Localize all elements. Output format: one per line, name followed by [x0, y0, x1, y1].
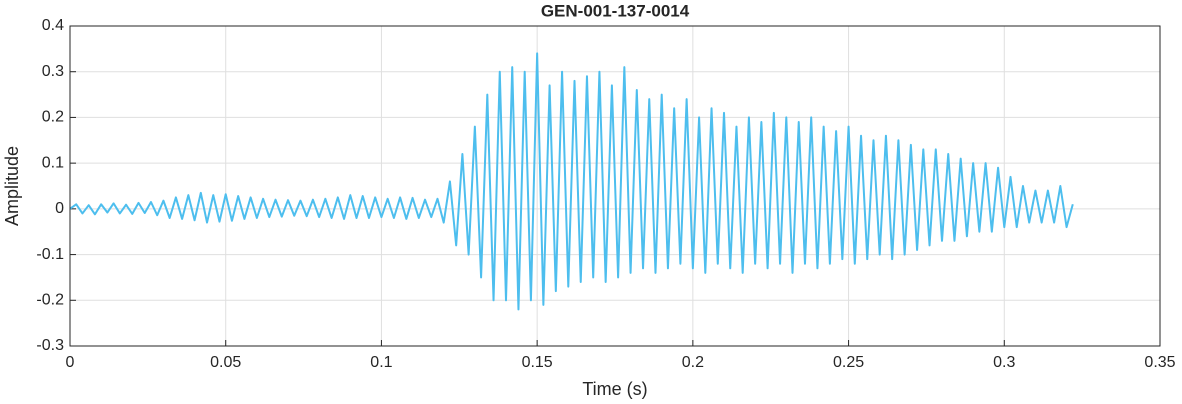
waveform-line	[69, 52, 1074, 311]
y-tick-label: -0.1	[36, 246, 64, 263]
chart-title: GEN-001-137-0014	[541, 1, 690, 20]
y-tick-label: 0.3	[42, 63, 64, 80]
x-tick-label: 0.2	[682, 354, 704, 371]
y-tick-label: 0.2	[42, 109, 64, 126]
x-tick-label: 0.35	[1144, 354, 1175, 371]
x-tick-label: 0.05	[210, 354, 241, 371]
x-tick-label: 0.15	[522, 354, 553, 371]
x-tick-label: 0	[66, 354, 75, 371]
y-axis-label: Amplitude	[2, 146, 22, 226]
y-tick-label: -0.2	[36, 292, 64, 309]
y-tick-label: 0.1	[42, 154, 64, 171]
x-tick-label: 0.25	[833, 354, 864, 371]
y-tick-label: 0	[55, 200, 64, 217]
x-axis-label: Time (s)	[582, 379, 647, 399]
plot-frame	[69, 25, 1161, 347]
x-tick-label: 0.1	[370, 354, 392, 371]
y-tick-label: 0.4	[42, 17, 64, 34]
y-tick-label: -0.3	[36, 337, 64, 354]
x-tick-label: 0.3	[993, 354, 1015, 371]
